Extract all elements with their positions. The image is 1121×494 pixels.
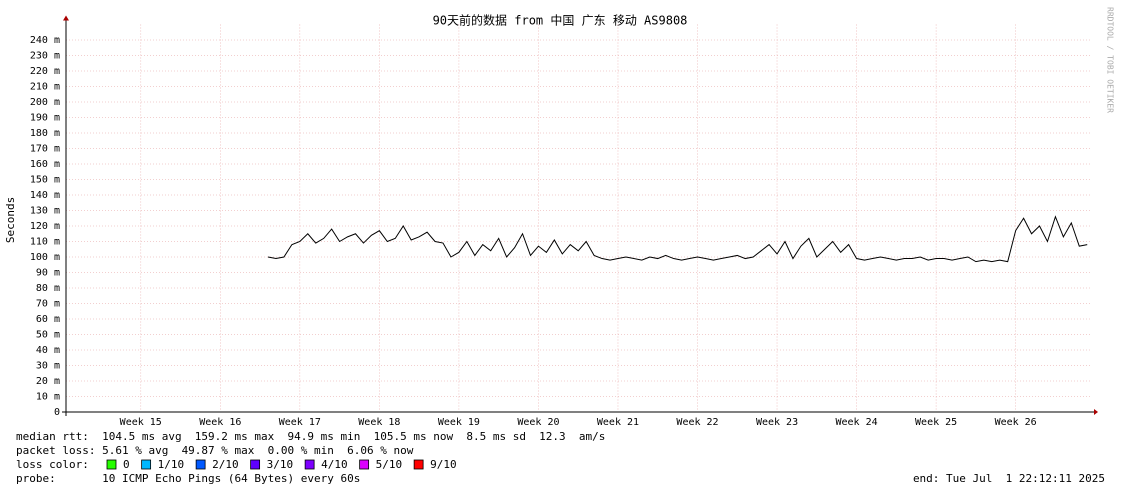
x-tick-label: Week 18 bbox=[358, 417, 400, 428]
x-tick-label: Week 21 bbox=[597, 417, 639, 428]
median-line bbox=[267, 215, 1088, 263]
x-tick-label: Week 25 bbox=[915, 417, 957, 428]
x-tick-label: Week 24 bbox=[835, 417, 877, 428]
y-tick-label: 70 m bbox=[36, 299, 60, 310]
y-tick-label: 160 m bbox=[30, 159, 60, 170]
legend-label: 2/10 bbox=[212, 458, 239, 471]
legend-label: 1/10 bbox=[158, 458, 185, 471]
y-tick-label: 60 m bbox=[36, 314, 60, 325]
y-axis-label: Seconds bbox=[4, 197, 17, 243]
legend-median: median rtt: 104.5 ms avg 159.2 ms max 94… bbox=[16, 430, 605, 443]
y-tick-label: 100 m bbox=[30, 252, 60, 263]
y-tick-label: 190 m bbox=[30, 113, 60, 124]
legend-loss: packet loss: 5.61 % avg 49.87 % max 0.00… bbox=[16, 444, 414, 457]
x-tick-label: Week 17 bbox=[279, 417, 321, 428]
y-tick-label: 170 m bbox=[30, 144, 60, 155]
legend-label: 3/10 bbox=[267, 458, 294, 471]
legend-loss-color: loss color: bbox=[16, 458, 89, 471]
x-tick-label: Week 23 bbox=[756, 417, 798, 428]
legend-label: 5/10 bbox=[376, 458, 403, 471]
legend-swatch bbox=[304, 459, 315, 470]
y-tick-label: 80 m bbox=[36, 283, 60, 294]
legend-swatch bbox=[413, 459, 424, 470]
axis-arrow bbox=[1094, 409, 1098, 415]
y-tick-label: 130 m bbox=[30, 206, 60, 217]
y-tick-label: 220 m bbox=[30, 66, 60, 77]
x-tick-label: Week 19 bbox=[438, 417, 480, 428]
y-tick-label: 180 m bbox=[30, 128, 60, 139]
y-tick-label: 240 m bbox=[30, 35, 60, 46]
legend-swatch bbox=[250, 459, 261, 470]
legend-label: 4/10 bbox=[321, 458, 348, 471]
y-tick-label: 10 m bbox=[36, 392, 60, 403]
y-tick-label: 150 m bbox=[30, 175, 60, 186]
y-tick-label: 40 m bbox=[36, 345, 60, 356]
axis-arrow bbox=[63, 15, 69, 21]
x-tick-label: Week 16 bbox=[199, 417, 241, 428]
y-tick-label: 200 m bbox=[30, 97, 60, 108]
chart-title: 90天前的数据 from 中国 广东 移动 AS9808 bbox=[433, 13, 688, 28]
y-tick-label: 230 m bbox=[30, 51, 60, 62]
x-tick-label: Week 20 bbox=[517, 417, 559, 428]
legend-swatch bbox=[141, 459, 152, 470]
y-tick-label: 110 m bbox=[30, 237, 60, 248]
legend-swatch bbox=[195, 459, 206, 470]
legend-label: 9/10 bbox=[430, 458, 457, 471]
legend-probe: probe: 10 ICMP Echo Pings (64 Bytes) eve… bbox=[16, 472, 360, 485]
watermark: RRDTOOL / TOBI OETIKER bbox=[1106, 7, 1115, 113]
y-tick-label: 210 m bbox=[30, 82, 60, 93]
y-tick-label: 50 m bbox=[36, 330, 60, 341]
legend-end: end: Tue Jul 1 22:12:11 2025 bbox=[913, 472, 1105, 485]
y-tick-label: 120 m bbox=[30, 221, 60, 232]
y-tick-label: 90 m bbox=[36, 268, 60, 279]
y-tick-label: 140 m bbox=[30, 190, 60, 201]
x-tick-label: Week 22 bbox=[676, 417, 718, 428]
y-tick-label: 30 m bbox=[36, 361, 60, 372]
y-tick-label: 20 m bbox=[36, 376, 60, 387]
x-tick-label: Week 26 bbox=[995, 417, 1037, 428]
legend-swatch bbox=[106, 459, 117, 470]
legend-label: 0 bbox=[123, 458, 130, 471]
y-tick-label: 0 bbox=[54, 407, 60, 418]
x-tick-label: Week 15 bbox=[120, 417, 162, 428]
legend-swatch bbox=[359, 459, 370, 470]
